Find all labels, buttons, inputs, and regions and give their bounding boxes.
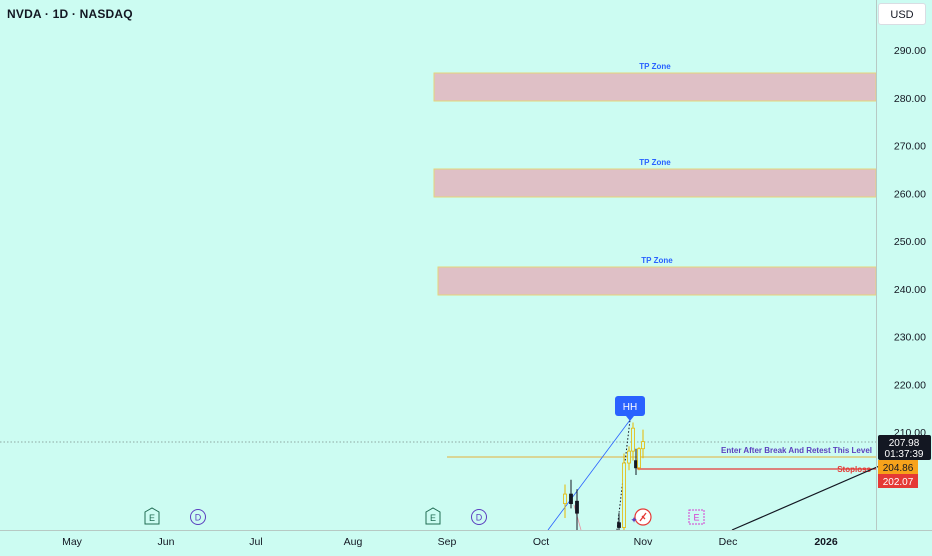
price-tick-6: 230.00 xyxy=(894,332,926,344)
dotted-trendline xyxy=(616,419,631,531)
time-axis[interactable]: May Jun Jul Aug Sep Oct Nov Dec 2026 xyxy=(0,530,932,551)
tp-zone-3 xyxy=(437,266,877,296)
svg-text:D: D xyxy=(476,513,483,523)
price-tick-0: 290.00 xyxy=(894,45,926,57)
candle-2 xyxy=(575,489,579,530)
svg-text:E: E xyxy=(430,513,436,523)
hh-label: HH xyxy=(623,402,637,413)
time-tick-0: May xyxy=(62,536,83,548)
candle-6 xyxy=(631,422,635,461)
tp-zone-1 xyxy=(433,72,877,102)
candle-7 xyxy=(634,448,638,475)
time-tick-5: Oct xyxy=(533,536,549,548)
candlestick-series xyxy=(563,422,645,530)
price-tick-2: 270.00 xyxy=(894,141,926,153)
earnings-event-upcoming[interactable]: E xyxy=(688,509,705,525)
symbol-title[interactable]: NVDA · 1D · NASDAQ xyxy=(7,7,133,21)
tp-zone-1-label: TP Zone xyxy=(639,62,671,71)
svg-text:E: E xyxy=(149,513,155,523)
svg-text:01:37:39: 01:37:39 xyxy=(885,449,924,460)
svg-text:E: E xyxy=(693,513,699,523)
blue-trendline xyxy=(547,419,631,531)
time-tick-4: Sep xyxy=(438,536,457,548)
last-price-tag: 207.98 01:37:39 xyxy=(878,435,931,460)
svg-text:207.98: 207.98 xyxy=(889,438,920,449)
price-axis-svg: 290.00 280.00 270.00 260.00 250.00 240.00 230.… xyxy=(878,45,931,488)
time-tick-8: 2026 xyxy=(814,536,838,548)
price-tick-4: 250.00 xyxy=(894,236,926,248)
time-tick-2: Jul xyxy=(249,536,262,548)
entry-level-label: Enter After Break And Retest This Level xyxy=(721,446,872,455)
candle-9 xyxy=(641,429,645,459)
candle-4 xyxy=(622,453,626,530)
stoploss-label: Stoploss xyxy=(837,465,871,474)
time-tick-3: Aug xyxy=(344,536,363,548)
time-axis-svg: May Jun Jul Aug Sep Oct Nov Dec 2026 xyxy=(62,536,838,548)
event-markers[interactable]: E D E D ✦ E xyxy=(144,507,705,526)
candle-8 xyxy=(637,447,641,471)
earnings-event-sep[interactable]: E xyxy=(425,507,441,525)
price-tick-1: 280.00 xyxy=(894,93,926,105)
hh-marker[interactable]: HH xyxy=(615,396,645,421)
currency-button[interactable]: USD xyxy=(878,3,926,25)
svg-text:✦: ✦ xyxy=(630,515,638,525)
candle-0 xyxy=(563,484,567,518)
tp-zone-2-label: TP Zone xyxy=(639,158,671,167)
time-tick-1: Jun xyxy=(158,536,175,548)
candle-1 xyxy=(569,479,573,509)
svg-text:202.07: 202.07 xyxy=(883,477,914,488)
svg-text:D: D xyxy=(195,513,202,523)
price-axis[interactable]: 290.00 280.00 270.00 260.00 250.00 240.00 230.… xyxy=(876,0,932,530)
time-tick-7: Dec xyxy=(719,536,738,548)
tp-zones: TP Zone TP Zone TP Zone xyxy=(433,62,877,296)
stoploss-price-tag: 202.07 xyxy=(878,474,918,488)
svg-text:204.86: 204.86 xyxy=(883,463,914,474)
price-tick-3: 260.00 xyxy=(894,188,926,200)
earnings-event-jun[interactable]: E xyxy=(144,507,160,525)
dividend-event-jun[interactable]: D xyxy=(190,509,206,525)
price-tick-7: 220.00 xyxy=(894,379,926,391)
candle-5 xyxy=(627,446,631,471)
price-tick-5: 240.00 xyxy=(894,284,926,296)
entry-price-tag: 204.86 xyxy=(878,460,918,474)
time-tick-6: Nov xyxy=(634,536,653,548)
candle-3 xyxy=(617,513,621,530)
dividend-event-sep[interactable]: D xyxy=(471,509,487,525)
spark-icon[interactable]: ✦ xyxy=(630,508,652,526)
tp-zone-2 xyxy=(433,168,877,198)
tp-zone-3-label: TP Zone xyxy=(641,256,673,265)
